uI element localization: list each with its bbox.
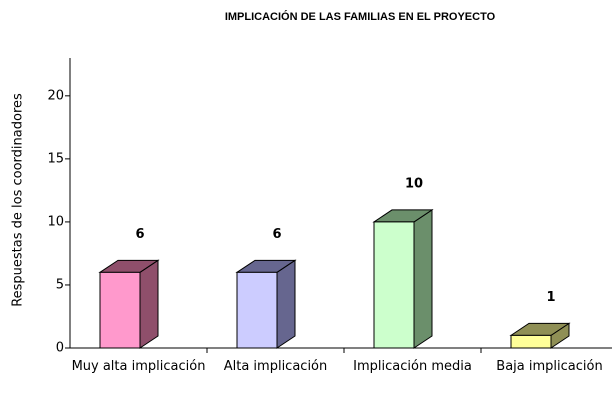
- bar-front: [236, 271, 278, 349]
- bar-front: [99, 271, 141, 349]
- x-tick-label-box: Baja implicación: [496, 359, 603, 374]
- x-tick-label: Alta implicación: [223, 359, 328, 374]
- bar-side: [413, 208, 433, 349]
- bar: [235, 259, 297, 349]
- y-tick-label: 10: [47, 214, 64, 229]
- y-tick-label: 20: [47, 88, 64, 103]
- x-tick-label: Implicación media: [353, 359, 472, 374]
- bar-side: [276, 259, 296, 349]
- y-tick-label: 0: [56, 341, 64, 356]
- bar: [372, 208, 434, 349]
- bar-front: [373, 221, 415, 349]
- y-tick-label: 5: [56, 277, 64, 292]
- chart-title: IMPLICACIÓN DE LAS FAMILIAS EN EL PROYEC…: [225, 10, 496, 23]
- x-tick-label: Baja implicación: [496, 359, 603, 374]
- value-label: 1: [546, 290, 555, 305]
- bar: [509, 322, 571, 349]
- x-tick-label: Muy alta implicación: [71, 359, 206, 374]
- bar-front: [510, 334, 552, 349]
- x-tick-label-box: Implicación media: [353, 359, 472, 374]
- y-axis-label: Respuestas de los coordinadores: [11, 93, 26, 307]
- y-tick-label: 15: [47, 151, 64, 166]
- value-label: 6: [272, 227, 281, 242]
- bar-side: [139, 259, 159, 349]
- value-label: 10: [405, 176, 423, 191]
- x-tick-label-box: Muy alta implicación: [71, 359, 206, 374]
- value-label: 6: [135, 227, 144, 242]
- bar: [98, 259, 160, 349]
- x-tick-label-box: Alta implicación: [223, 359, 328, 374]
